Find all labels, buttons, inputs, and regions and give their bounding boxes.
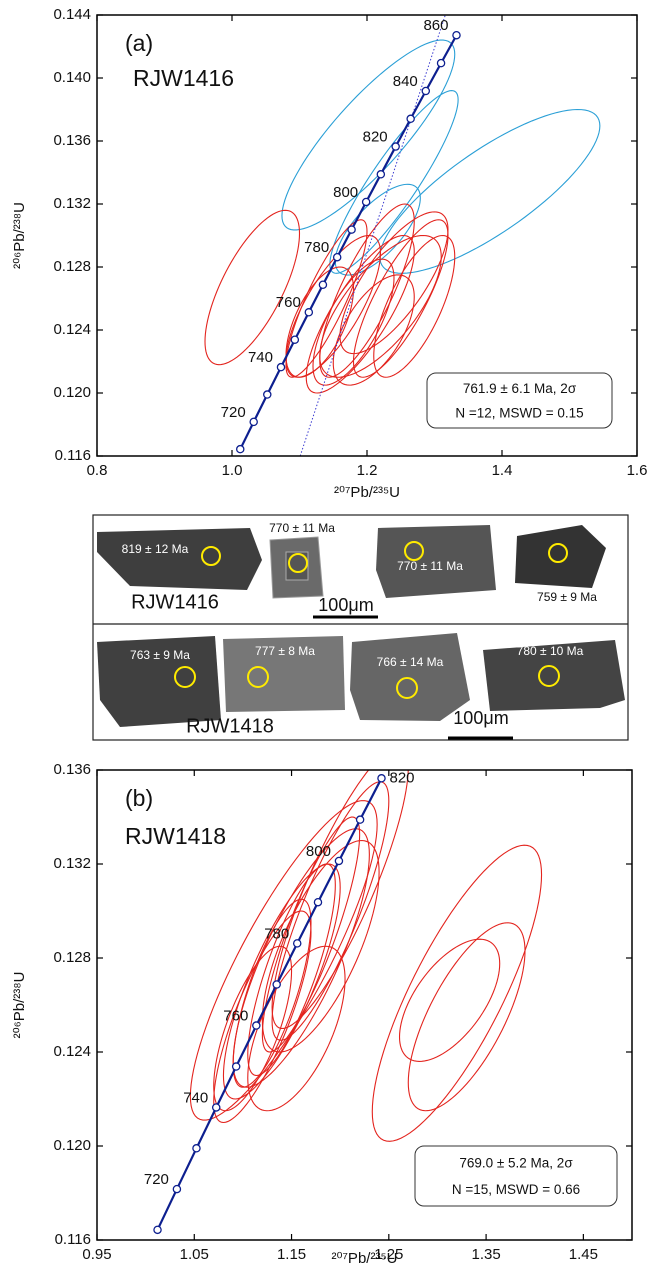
grain-age: 819 ± 12 Ma <box>122 542 189 556</box>
error-ellipse <box>400 939 500 1061</box>
y-tick-label: 0.120 <box>53 384 91 401</box>
age-marker <box>392 143 399 150</box>
x-tick-label: 1.35 <box>471 1246 500 1263</box>
y-axis-title: ²⁰⁶Pb/²³⁸U <box>11 972 28 1039</box>
y-axis-title: ²⁰⁶Pb/²³⁸U <box>11 202 28 269</box>
y-tick-label: 0.128 <box>53 949 91 966</box>
age-marker <box>233 1063 240 1070</box>
y-tick-label: 0.140 <box>53 69 91 86</box>
age-marker <box>250 418 257 425</box>
x-tick-label: 1.0 <box>222 462 243 479</box>
panel-label: (a) <box>125 30 153 56</box>
x-tick-label: 1.05 <box>180 1246 209 1263</box>
y-tick-label: 0.132 <box>53 195 91 212</box>
age-marker <box>319 281 326 288</box>
y-tick-label: 0.136 <box>53 132 91 149</box>
age-marker <box>377 171 384 178</box>
age-marker <box>294 940 301 947</box>
y-tick-label: 0.128 <box>53 258 91 275</box>
y-tick-label: 0.116 <box>55 447 91 464</box>
age-label: 740 <box>248 349 273 366</box>
y-tick-label: 0.144 <box>53 6 91 23</box>
age-marker <box>314 899 321 906</box>
panel-label: (b) <box>125 785 153 811</box>
age-label: 720 <box>221 404 246 421</box>
grain-age: 777 ± 8 Ma <box>255 644 315 658</box>
age-label: 820 <box>389 769 414 786</box>
age-label: 720 <box>144 1171 169 1188</box>
error-ellipse <box>372 845 541 1141</box>
grain-age: 770 ± 11 Ma <box>269 521 335 535</box>
x-tick-label: 1.6 <box>627 462 648 479</box>
grain-age: 759 ± 9 Ma <box>537 590 597 604</box>
x-axis-title: ²⁰⁷Pb/²³⁵U <box>334 484 400 501</box>
zircon-grain <box>350 633 470 721</box>
grain-age: 770 ± 11 Ma <box>397 559 463 573</box>
age-marker <box>173 1185 180 1192</box>
scale-label: 100μm <box>318 595 373 615</box>
age-marker <box>193 1145 200 1152</box>
age-label: 760 <box>276 294 301 311</box>
y-tick-label: 0.120 <box>53 1137 91 1154</box>
age-marker <box>291 336 298 343</box>
age-marker <box>154 1226 161 1233</box>
age-marker <box>273 981 280 988</box>
y-tick-label: 0.132 <box>53 855 91 872</box>
age-marker <box>348 226 355 233</box>
x-tick-label: 0.95 <box>82 1246 111 1263</box>
grain-age: 780 ± 10 Ma <box>517 644 584 658</box>
age-marker <box>335 857 342 864</box>
annotation-text: N =15, MSWD = 0.66 <box>452 1182 580 1197</box>
age-label: 820 <box>363 129 388 146</box>
y-tick-label: 0.136 <box>53 761 91 778</box>
sample-name: RJW1416 <box>133 65 234 91</box>
age-label: 760 <box>223 1008 248 1025</box>
age-marker <box>437 60 444 67</box>
age-label: 800 <box>306 843 331 860</box>
age-marker <box>213 1104 220 1111</box>
x-tick-label: 0.8 <box>87 462 108 479</box>
age-label: 860 <box>423 17 448 34</box>
annotation-text: 761.9 ± 6.1 Ma, 2σ <box>463 381 577 396</box>
annotation-text: N =12, MSWD = 0.15 <box>455 405 583 420</box>
age-marker <box>453 32 460 39</box>
annotation-text: 769.0 ± 5.2 Ma, 2σ <box>459 1156 573 1171</box>
error-ellipse <box>408 923 525 1111</box>
y-tick-label: 0.116 <box>55 1231 91 1248</box>
age-marker <box>264 391 271 398</box>
y-tick-label: 0.124 <box>53 321 91 338</box>
grain-age: 763 ± 9 Ma <box>130 648 190 662</box>
scale-label: 100μm <box>453 708 508 728</box>
x-tick-label: 1.45 <box>569 1246 598 1263</box>
age-marker <box>357 816 364 823</box>
age-label: 780 <box>264 925 289 942</box>
age-marker <box>253 1022 260 1029</box>
age-marker <box>363 198 370 205</box>
age-label: 780 <box>304 239 329 256</box>
sample-name: RJW1418 <box>125 823 226 849</box>
y-tick-label: 0.124 <box>53 1043 91 1060</box>
sample-name: RJW1416 <box>131 591 219 613</box>
concordia-curve <box>240 35 456 449</box>
age-marker <box>378 775 385 782</box>
age-label: 740 <box>183 1089 208 1106</box>
cl-image-panel: 819 ± 12 Ma 770 ± 11 Ma 770 ± 11 Ma 759 … <box>93 515 628 740</box>
age-marker <box>334 254 341 261</box>
age-marker <box>422 87 429 94</box>
age-marker <box>237 446 244 453</box>
age-label: 840 <box>393 73 418 90</box>
error-ellipse <box>205 210 300 364</box>
x-tick-label: 1.15 <box>277 1246 306 1263</box>
x-axis-title: ²⁰⁷Pb/²³⁵U <box>332 1250 398 1267</box>
sample-name: RJW1418 <box>186 715 274 737</box>
age-label: 800 <box>333 184 358 201</box>
age-marker <box>277 364 284 371</box>
grain-age: 766 ± 14 Ma <box>377 655 444 669</box>
error-ellipse <box>380 110 600 274</box>
x-tick-label: 1.4 <box>492 462 513 479</box>
x-tick-label: 1.2 <box>357 462 378 479</box>
figure: 819 ± 12 Ma 770 ± 11 Ma 770 ± 11 Ma 759 … <box>0 0 656 1269</box>
age-marker <box>305 309 312 316</box>
age-marker <box>407 115 414 122</box>
